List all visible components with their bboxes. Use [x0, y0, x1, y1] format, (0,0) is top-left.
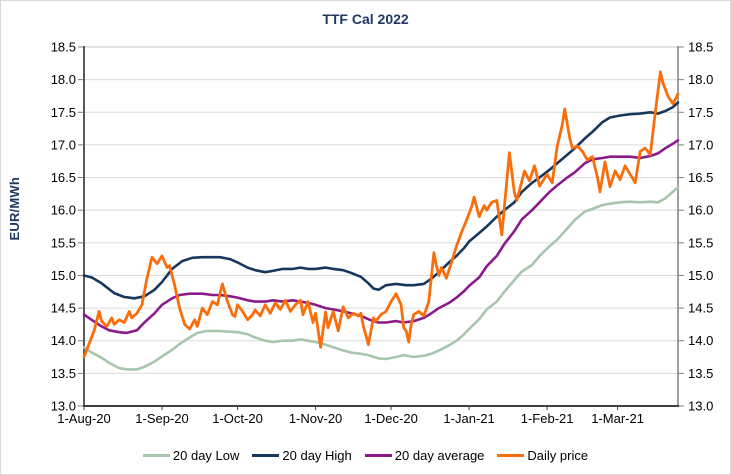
y-tick-label-left: 16.5	[51, 170, 76, 185]
y-tick-label-right: 15.5	[688, 235, 713, 250]
y-tick-label-left: 13.5	[51, 366, 76, 381]
legend-item-daily-price: Daily price	[497, 448, 588, 463]
plot-area: 13.0 13.0 13.5 13.5 14.0 14.0 14.5 14.5 15.0 15.0…	[51, 40, 714, 427]
series-line-20-day-low	[82, 186, 680, 371]
y-tick-label-right: 14.0	[688, 333, 713, 348]
x-tick-label: 1-Jan-21	[443, 411, 494, 426]
y-tick-label-right: 16.5	[688, 170, 713, 185]
y-tick-label-left: 18.0	[51, 72, 76, 87]
x-tick-label: 1-Nov-20	[289, 411, 342, 426]
legend-label: 20 day average	[394, 448, 485, 463]
y-tick-label-left: 14.5	[51, 301, 76, 316]
series-line-daily-price	[82, 70, 680, 359]
y-tick-label-left: 17.5	[51, 105, 76, 120]
series-line-20-day-average	[82, 139, 680, 335]
y-tick-label-right: 17.0	[688, 137, 713, 152]
y-tick-label-right: 18.5	[688, 40, 713, 55]
y-tick-label-left: 15.0	[51, 268, 76, 283]
y-tick-label-right: 15.0	[688, 268, 713, 283]
x-tick-label: 1-Feb-21	[521, 411, 574, 426]
x-tick-label: 1-Oct-20	[212, 411, 263, 426]
y-tick-label-left: 18.5	[51, 40, 76, 55]
legend-label: 20 day High	[282, 448, 352, 463]
x-tick-label: 1-Aug-20	[57, 411, 110, 426]
y-tick-label-left: 16.0	[51, 203, 76, 218]
y-tick-label-right: 14.5	[688, 301, 713, 316]
chart-title: TTF Cal 2022	[322, 11, 409, 27]
legend-line-20-day-average	[364, 454, 392, 457]
legend-label: Daily price	[527, 448, 589, 463]
legend-item-20-day-average: 20 day average	[364, 448, 485, 463]
legend-line-20-day-low	[142, 454, 170, 457]
y-tick-label-right: 18.0	[688, 72, 713, 87]
legend: 20 day Low 20 day High 20 day average Daily…	[1, 448, 730, 463]
y-tick-label-right: 16.0	[688, 203, 713, 218]
x-tick-label: 1-Sep-20	[135, 411, 188, 426]
y-tick-label-right: 17.5	[688, 105, 713, 120]
legend-line-20-day-high	[252, 454, 280, 457]
y-tick-label-left: 13.0	[51, 399, 76, 414]
series-line-20-day-high	[82, 101, 680, 300]
x-tick-label: 1-Dec-20	[364, 411, 417, 426]
legend-label: 20 day Low	[172, 448, 240, 463]
legend-item-20-day-high: 20 day High	[252, 448, 352, 463]
y-tick-label-left: 17.0	[51, 137, 76, 152]
legend-line-daily-price	[497, 454, 525, 457]
y-tick-label-left: 15.5	[51, 235, 76, 250]
x-tick-label: 1-Mar-21	[591, 411, 644, 426]
legend-item-20-day-low: 20 day Low	[142, 448, 240, 463]
y-tick-label-left: 14.0	[51, 333, 76, 348]
y-tick-label-right: 13.0	[688, 399, 713, 414]
y-tick-label-right: 13.5	[688, 366, 713, 381]
